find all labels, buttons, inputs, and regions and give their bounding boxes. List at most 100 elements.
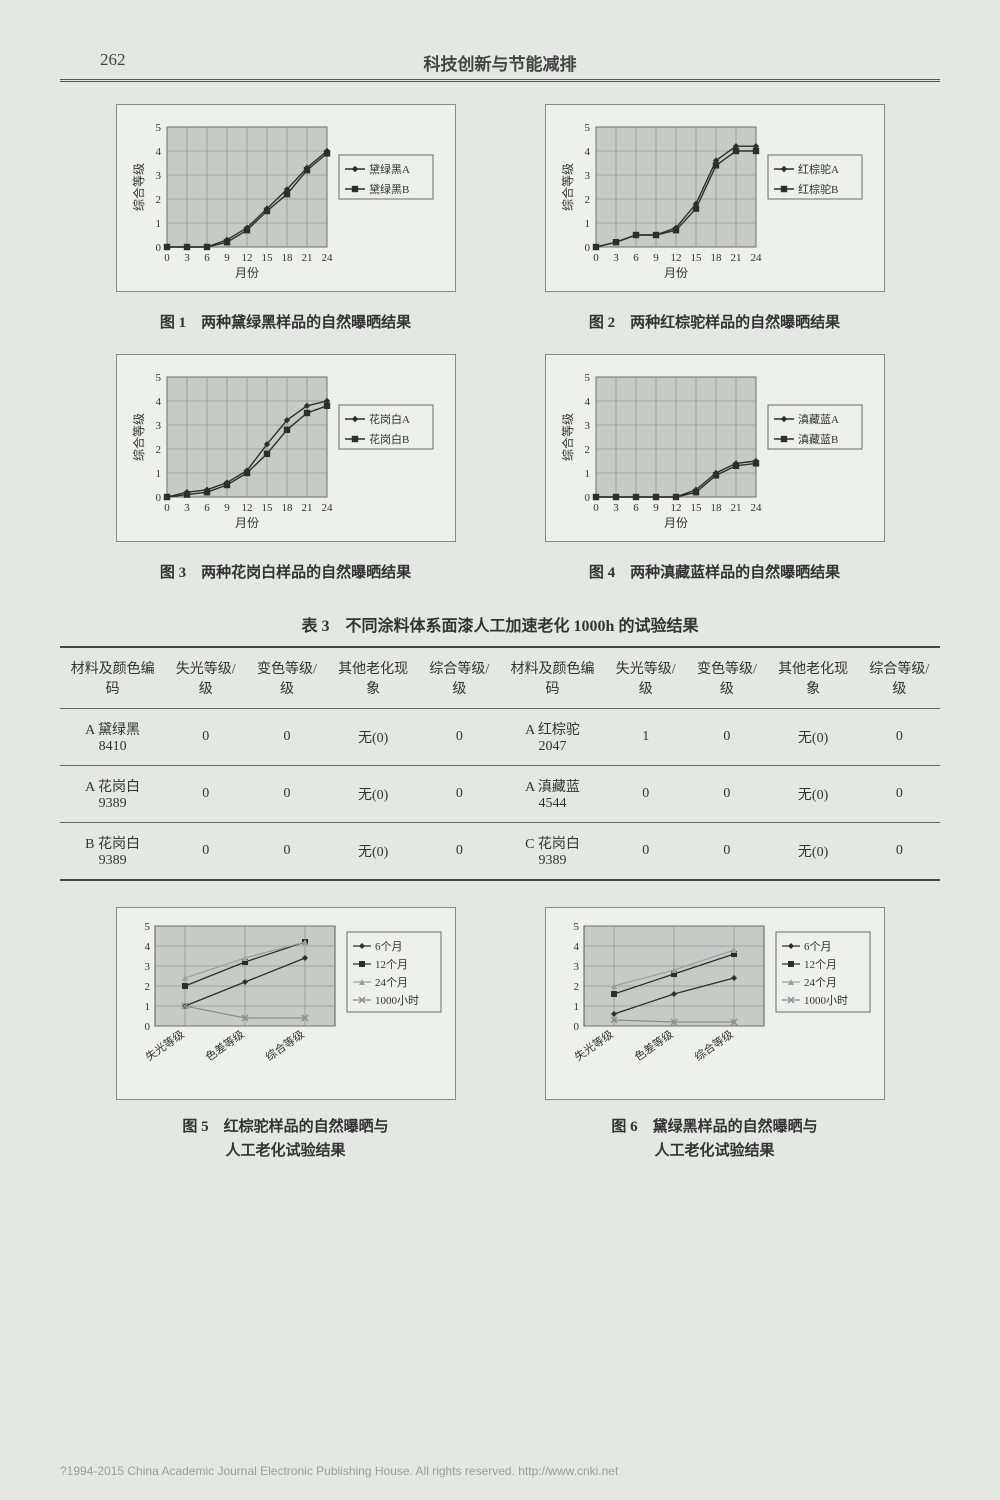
chart-cell-5: 012345失光等级色差等级综合等级6个月12个月24个月1000小时 图 5 … — [90, 907, 481, 1163]
svg-text:3: 3 — [613, 252, 619, 264]
svg-text:3: 3 — [584, 420, 590, 432]
table-cell: A 滇藏蓝4544 — [500, 766, 605, 823]
table-header-cell: 其他老化现象 — [328, 647, 419, 709]
table-row: A 黛绿黑841000无(0)0A 红棕驼204710无(0)0 — [60, 709, 940, 766]
chart-caption-6: 图 6 黛绿黑样品的自然曝晒与 人工老化试验结果 — [519, 1115, 910, 1163]
table-cell: 0 — [165, 766, 246, 823]
svg-text:24: 24 — [750, 252, 762, 264]
svg-text:4: 4 — [155, 396, 161, 408]
table-cell: 0 — [605, 823, 686, 881]
journal-title: 科技创新与节能减排 — [424, 50, 577, 75]
svg-text:黛绿黑B: 黛绿黑B — [369, 182, 409, 196]
svg-text:15: 15 — [261, 252, 273, 264]
svg-text:4: 4 — [155, 146, 161, 158]
table-cell: 0 — [859, 766, 940, 823]
svg-text:5: 5 — [144, 921, 150, 933]
chart-box-2: 01234503691215182124月份综合等级红棕驼A红棕驼B — [545, 104, 885, 292]
svg-text:24个月: 24个月 — [804, 976, 837, 989]
svg-text:4: 4 — [573, 941, 579, 953]
chart-cell-6: 012345失光等级色差等级综合等级6个月12个月24个月1000小时 图 6 … — [519, 907, 910, 1163]
chart-cell-3: 01234503691215182124月份综合等级花岗白A花岗白B 图 3 两… — [90, 354, 481, 582]
svg-text:6: 6 — [204, 502, 210, 514]
svg-text:2: 2 — [155, 444, 161, 456]
svg-text:3: 3 — [155, 170, 161, 182]
table-cell: 无(0) — [328, 766, 419, 823]
svg-text:9: 9 — [653, 502, 659, 514]
chart-caption-4: 图 4 两种滇藏蓝样品的自然曝晒结果 — [519, 561, 910, 582]
svg-text:0: 0 — [144, 1021, 150, 1033]
svg-text:3: 3 — [144, 961, 150, 973]
svg-text:24: 24 — [750, 502, 762, 514]
table-cell: A 黛绿黑8410 — [60, 709, 165, 766]
svg-text:24: 24 — [321, 252, 333, 264]
chart-box-3: 01234503691215182124月份综合等级花岗白A花岗白B — [116, 354, 456, 542]
svg-text:5: 5 — [155, 122, 161, 134]
svg-text:1: 1 — [584, 468, 590, 480]
footer-text: ?1994-2015 China Academic Journal Electr… — [60, 1464, 940, 1478]
table-row: B 花岗白938900无(0)0C 花岗白938900无(0)0 — [60, 823, 940, 881]
table-cell: 无(0) — [768, 709, 859, 766]
table-cell: 0 — [165, 823, 246, 881]
svg-text:1: 1 — [573, 1001, 579, 1013]
table-cell: 无(0) — [328, 823, 419, 881]
svg-text:18: 18 — [710, 252, 722, 264]
chart-box-4: 01234503691215182124月份综合等级滇藏蓝A滇藏蓝B — [545, 354, 885, 542]
table-header-cell: 综合等级/级 — [859, 647, 940, 709]
svg-text:5: 5 — [584, 372, 590, 384]
svg-text:2: 2 — [584, 194, 590, 206]
chart-cell-4: 01234503691215182124月份综合等级滇藏蓝A滇藏蓝B 图 4 两… — [519, 354, 910, 582]
svg-text:2: 2 — [144, 981, 150, 993]
svg-text:24个月: 24个月 — [375, 976, 408, 989]
svg-text:月份: 月份 — [663, 516, 687, 530]
table-cell: 0 — [246, 709, 327, 766]
page: 262 科技创新与节能减排 01234503691215182124月份综合等级… — [0, 0, 1000, 1500]
table-header-cell: 其他老化现象 — [768, 647, 859, 709]
svg-text:5: 5 — [584, 122, 590, 134]
svg-text:月份: 月份 — [234, 266, 258, 280]
chart-cell-1: 01234503691215182124月份综合等级黛绿黑A黛绿黑B 图 1 两… — [90, 104, 481, 332]
table-cell: 0 — [246, 766, 327, 823]
svg-text:6: 6 — [633, 502, 639, 514]
svg-text:21: 21 — [301, 252, 312, 264]
svg-text:4: 4 — [584, 146, 590, 158]
svg-text:0: 0 — [164, 252, 170, 264]
svg-text:黛绿黑A: 黛绿黑A — [369, 162, 410, 176]
svg-text:1: 1 — [584, 218, 590, 230]
svg-text:3: 3 — [184, 252, 190, 264]
svg-text:12个月: 12个月 — [375, 958, 408, 971]
table-cell: 无(0) — [768, 766, 859, 823]
svg-text:色差等级: 色差等级 — [631, 1027, 675, 1064]
table-cell: 无(0) — [768, 823, 859, 881]
svg-text:18: 18 — [710, 502, 722, 514]
data-table: 材料及颜色编码失光等级/级变色等级/级其他老化现象综合等级/级材料及颜色编码失光… — [60, 646, 940, 881]
svg-text:6个月: 6个月 — [375, 940, 403, 953]
table-cell: 0 — [419, 823, 500, 881]
svg-text:3: 3 — [184, 502, 190, 514]
svg-text:综合等级: 综合等级 — [131, 163, 146, 211]
caption-5-line1: 图 5 红棕驼样品的自然曝晒与 — [182, 1119, 388, 1135]
svg-text:21: 21 — [730, 252, 741, 264]
chart-box-1: 01234503691215182124月份综合等级黛绿黑A黛绿黑B — [116, 104, 456, 292]
table-header-cell: 变色等级/级 — [686, 647, 767, 709]
svg-text:21: 21 — [730, 502, 741, 514]
chart-box-5: 012345失光等级色差等级综合等级6个月12个月24个月1000小时 — [116, 907, 456, 1100]
svg-text:综合等级: 综合等级 — [560, 413, 575, 461]
svg-text:红棕驼B: 红棕驼B — [798, 182, 838, 196]
svg-text:6: 6 — [204, 252, 210, 264]
table-header-cell: 失光等级/级 — [165, 647, 246, 709]
table-cell: 0 — [686, 709, 767, 766]
svg-text:3: 3 — [573, 961, 579, 973]
svg-text:21: 21 — [301, 502, 312, 514]
svg-text:18: 18 — [281, 502, 293, 514]
table-row: A 花岗白938900无(0)0A 滇藏蓝454400无(0)0 — [60, 766, 940, 823]
svg-text:1000小时: 1000小时 — [375, 994, 419, 1007]
svg-text:滇藏蓝A: 滇藏蓝A — [798, 412, 839, 426]
svg-text:18: 18 — [281, 252, 293, 264]
svg-text:红棕驼A: 红棕驼A — [798, 162, 839, 176]
svg-text:1: 1 — [155, 218, 161, 230]
table-title: 表 3 不同涂料体系面漆人工加速老化 1000h 的试验结果 — [60, 612, 940, 636]
svg-text:1: 1 — [155, 468, 161, 480]
svg-text:花岗白B: 花岗白B — [369, 432, 409, 446]
svg-text:1000小时: 1000小时 — [804, 994, 848, 1007]
svg-text:0: 0 — [584, 492, 590, 504]
